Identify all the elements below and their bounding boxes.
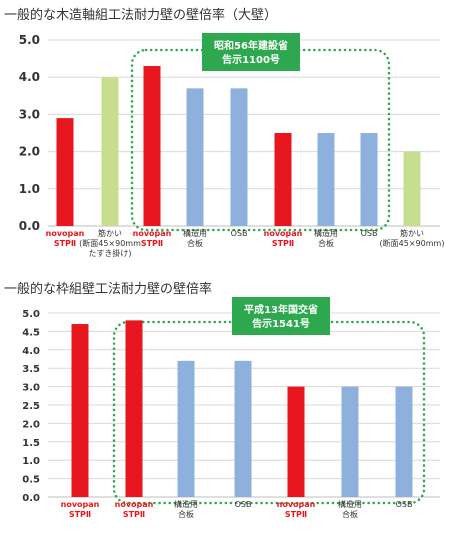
chart2-y-tick-label: 1.0	[22, 456, 40, 467]
chart1-bar	[186, 88, 204, 226]
chart2-category-label: novopan STPⅡ	[277, 500, 316, 519]
chart1-category-label: 筋かい(断面45×90mm)	[380, 228, 445, 248]
chart1-callout-box	[202, 33, 300, 71]
chart2-y-tick-label: 2.5	[22, 401, 40, 412]
chart1-bar	[274, 133, 292, 226]
chart1-category-label: novopan STPⅡ	[264, 229, 303, 248]
chart2-callout-text: 平成13年国交省告示1541号	[244, 303, 318, 330]
chart1-category-label: 構造用合板	[314, 228, 338, 248]
chart1-bar	[317, 133, 335, 226]
chart1-category-label: novopan STPⅡ	[46, 229, 85, 248]
chart2-title: 一般的な枠組壁工法耐力壁の壁倍率	[4, 282, 213, 297]
chart1-bar	[56, 118, 74, 226]
chart1-category-label: novopan STPⅡ	[133, 229, 172, 248]
chart2-y-tick-label: 3.0	[22, 383, 40, 394]
chart2-y-tick-label: 4.0	[22, 346, 40, 357]
chart1-y-tick-label: 4.0	[19, 70, 40, 84]
chart2-callout-box	[232, 297, 330, 335]
chart2-category-label: novopan STPⅡ	[61, 500, 100, 519]
chart2-y-tick-label: 1.5	[22, 438, 40, 449]
chart1-y-tick-label: 5.0	[19, 33, 40, 47]
chart2-y-tick-label: 2.0	[22, 419, 40, 430]
chart2-category-label: 構造用合板	[174, 499, 198, 519]
chart2-category-label: OSB	[235, 500, 252, 509]
chart2-category-label: 構造用合板	[338, 499, 362, 519]
chart1-bar	[143, 66, 161, 226]
chart2-callout-frame	[112, 320, 426, 505]
chart1-y-tick-label: 1.0	[19, 182, 40, 196]
chart2-bar	[234, 360, 252, 497]
chart2-category-label: novopan STPⅡ	[115, 500, 154, 519]
chart1-bar	[101, 77, 119, 226]
chart1-y-tick-label: 3.0	[19, 107, 40, 121]
chart2-bar	[395, 386, 413, 497]
chart1-callout-text: 昭和56年建設省告示1100号	[214, 39, 288, 66]
chart1-category-label: OSB	[361, 229, 378, 238]
chart2-y-tick-label: 3.5	[22, 364, 40, 375]
chart1-callout-frame	[130, 48, 391, 232]
chart1-title: 一般的な木造軸組工法耐力壁の壁倍率（大壁）	[4, 8, 278, 23]
chart1-category-label: 構造用合板	[183, 228, 207, 248]
chart2-category-label: OSB	[396, 500, 413, 509]
chart2-y-tick-label: 0.5	[22, 475, 40, 486]
chart2-bar	[71, 324, 89, 497]
chart1-y-tick-label: 0.0	[19, 219, 40, 233]
chart2-bar	[287, 386, 305, 497]
chart2-bar	[341, 386, 359, 497]
chart1-category-label: OSB	[231, 229, 248, 238]
chart2-y-tick-label: 4.5	[22, 327, 40, 338]
chart2-bar	[125, 320, 143, 497]
chart1-bar	[403, 151, 421, 226]
chart1-y-tick-label: 2.0	[19, 145, 40, 159]
chart2-y-tick-label: 5.0	[22, 309, 40, 320]
chart2-y-tick-label: 0.0	[22, 493, 40, 504]
chart1-bar	[230, 88, 248, 226]
chart1-category-label: 筋かい(断面45×90mm たすき掛け)	[79, 228, 141, 258]
chart2-bar	[177, 360, 195, 497]
chart1-bar	[360, 133, 378, 226]
